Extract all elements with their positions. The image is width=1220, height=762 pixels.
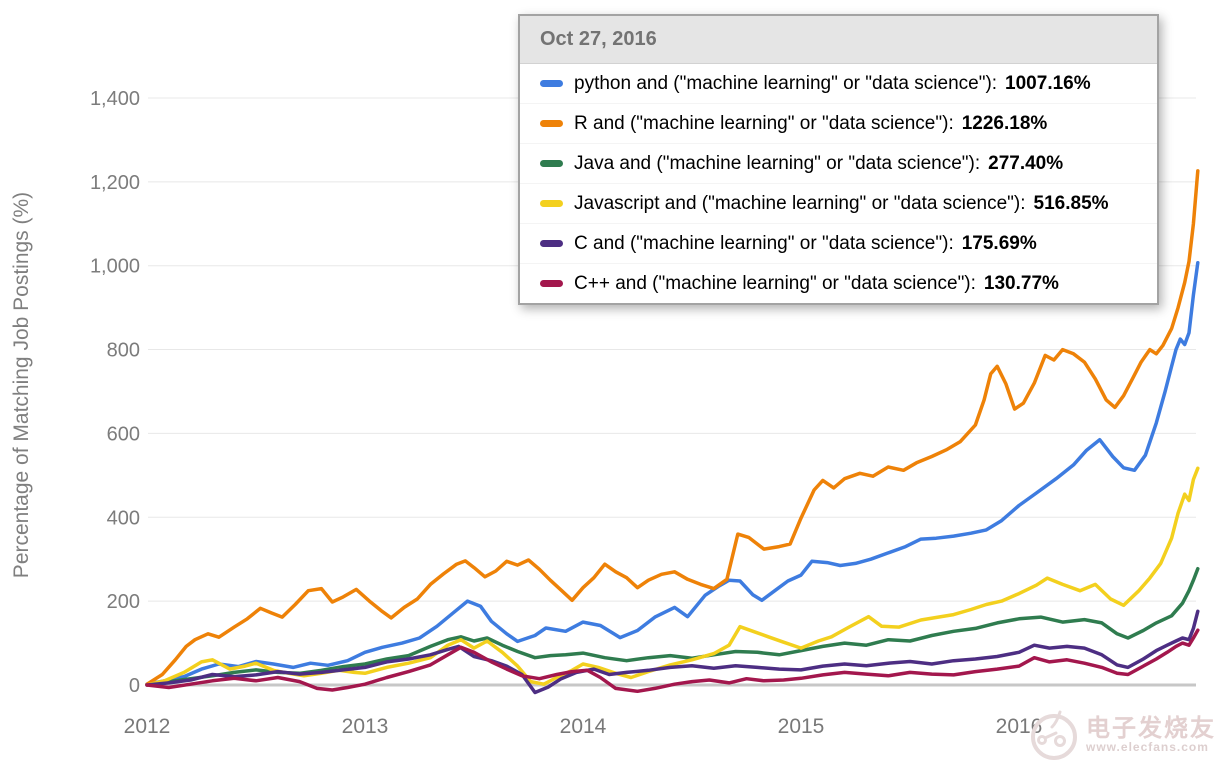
legend-value: 277.40% [988,152,1064,174]
x-tick-label: 2015 [778,715,825,738]
series-color-swatch [540,120,563,127]
series-color-swatch [540,280,563,287]
series-line-cpp [145,628,1200,694]
legend-value: 1007.16% [1005,72,1091,94]
y-tick-label: 1,200 [90,172,140,194]
x-tick-label: 2012 [124,715,171,738]
watermark-url: www.elecfans.com [1086,740,1209,755]
watermark-brand: 电子发烧友 [1086,715,1216,743]
series-line-javascript [145,466,1200,687]
chart-tooltip: Oct 27, 2016 python and ("machine learni… [518,14,1159,305]
legend-value: 175.69% [961,232,1037,254]
y-tick-label: 1,400 [90,88,140,110]
tooltip-date: Oct 27, 2016 [520,16,1157,64]
y-tick-label: 800 [107,340,140,362]
series-color-swatch [540,160,563,167]
series-color-swatch [540,80,563,87]
legend-label: C++ and ("machine learning" or "data sci… [574,272,976,294]
series-color-swatch [540,200,563,207]
y-tick-label: 0 [129,675,140,697]
watermark: 电子发烧友 www.elecfans.com [1027,708,1216,762]
x-tick-label: 2014 [560,715,607,738]
series-line-r [145,169,1200,686]
legend-row-r: R and ("machine learning" or "data scien… [520,103,1157,143]
x-tick-label: 2016 [996,715,1043,738]
legend-label: Javascript and ("machine learning" or "d… [574,192,1026,214]
y-tick-label: 400 [107,507,140,529]
y-tick-label: 200 [107,591,140,613]
x-tick-label: 2013 [342,715,389,738]
legend-label: Java and ("machine learning" or "data sc… [574,152,981,174]
series-color-swatch [540,240,563,247]
legend-row-javascript: Javascript and ("machine learning" or "d… [520,183,1157,223]
y-axis-title: Percentage of Matching Job Postings (%) [10,192,33,578]
legend-value: 130.77% [983,272,1059,294]
legend-label: C and ("machine learning" or "data scien… [574,232,954,254]
legend-row-c: C and ("machine learning" or "data scien… [520,223,1157,263]
legend-value: 1226.18% [961,112,1048,134]
legend-row-python: python and ("machine learning" or "data … [520,64,1157,103]
series-line-c [145,609,1200,695]
legend-row-java: Java and ("machine learning" or "data sc… [520,143,1157,183]
elecfans-logo-icon [1031,710,1077,760]
legend-row-cpp: C++ and ("machine learning" or "data sci… [520,263,1157,303]
tooltip-legend-rows: python and ("machine learning" or "data … [520,64,1157,303]
y-tick-label: 600 [107,423,140,445]
legend-label: python and ("machine learning" or "data … [574,72,998,94]
legend-value: 516.85% [1033,192,1109,214]
series-line-python [145,260,1200,686]
legend-label: R and ("machine learning" or "data scien… [574,112,954,134]
y-tick-label: 1,000 [90,256,140,278]
